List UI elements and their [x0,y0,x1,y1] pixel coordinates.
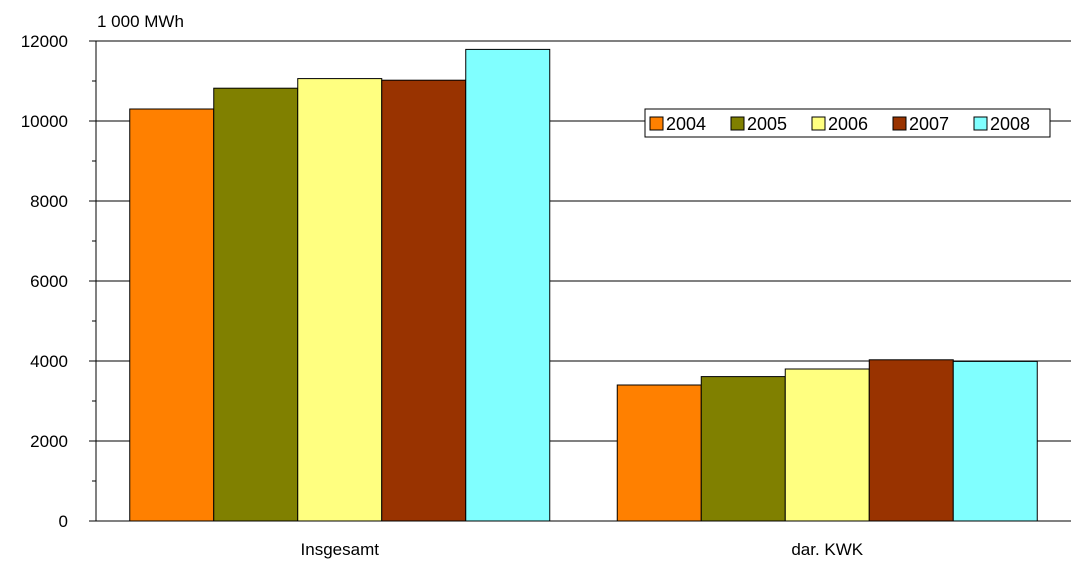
y-tick-label: 4000 [30,352,68,371]
y-tick-label: 0 [59,512,68,531]
axes [89,40,1071,522]
legend-label-2006: 2006 [828,114,868,134]
bar-2008-0 [465,48,551,522]
bar-2005-1 [700,376,786,522]
legend-swatch-2008 [973,116,988,131]
bar-2004-1 [616,384,702,522]
legend-label-2004: 2004 [666,114,706,134]
x-category-label: Insgesamt [301,540,380,559]
y-tick-label: 10000 [21,112,68,131]
legend-swatch-2007 [892,116,907,131]
legend-label-2005: 2005 [747,114,787,134]
y-axis-unit-label: 1 000 MWh [97,12,184,31]
legend-label-2007: 2007 [909,114,949,134]
y-tick-label: 2000 [30,432,68,451]
bar-2005-0 [213,87,299,522]
y-tick-label: 12000 [21,32,68,51]
x-category-label: dar. KWK [791,540,863,559]
bar-2008-1 [952,360,1038,522]
x-category-labels: Insgesamt dar. KWK [301,540,864,559]
bar-2004-0 [129,108,215,522]
bar-2007-0 [381,79,467,522]
y-tick-label: 8000 [30,192,68,211]
legend-swatch-2006 [811,116,826,131]
bar-2006-0 [297,78,383,522]
legend: 2004 2005 2006 2007 2008 [644,108,1051,138]
bar-2006-1 [784,368,870,522]
y-tick-labels: 0 2000 4000 6000 8000 10000 12000 [21,32,68,531]
bars-group [129,48,1038,522]
legend-swatch-2004 [649,116,664,131]
legend-label-2008: 2008 [990,114,1030,134]
bar-2007-1 [868,359,954,522]
y-tick-label: 6000 [30,272,68,291]
legend-swatch-2005 [730,116,745,131]
